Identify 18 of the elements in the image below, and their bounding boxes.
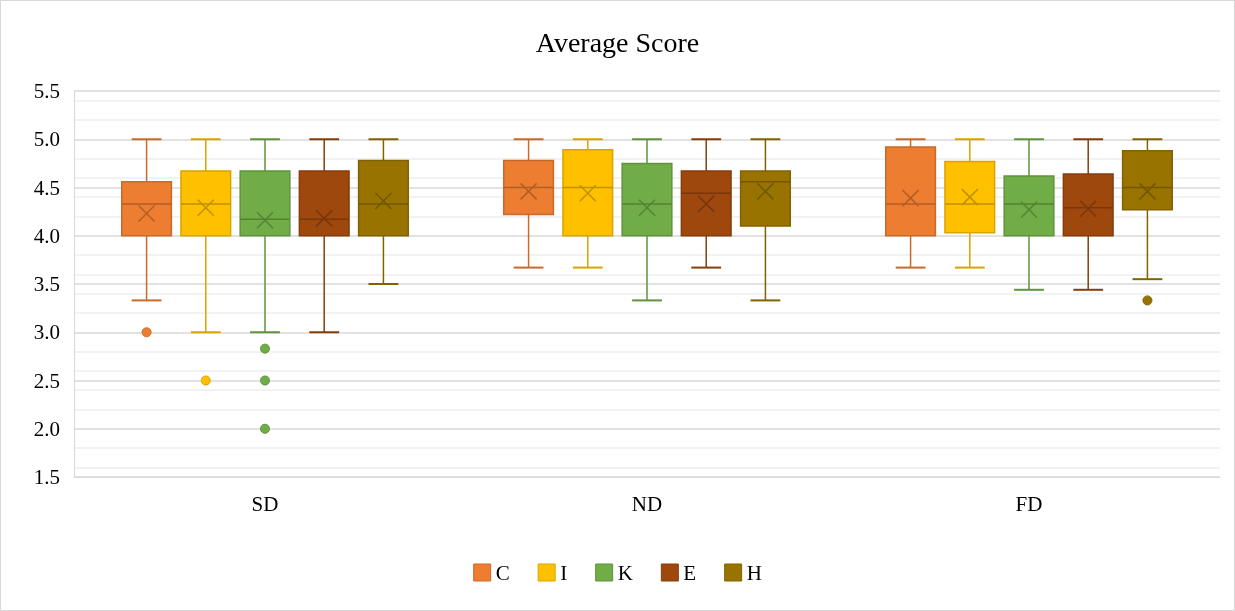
legend-label: C [495, 560, 510, 585]
legend-label: K [617, 560, 633, 585]
y-tick-label: 1.5 [33, 465, 60, 489]
x-tick-label: SD [251, 491, 279, 516]
y-tick-label: 5.5 [33, 79, 60, 103]
x-tick-label: FD [1015, 491, 1043, 516]
legend-label: H [746, 560, 762, 585]
y-tick-label: 3.5 [33, 272, 60, 296]
y-tick-label: 2.0 [33, 416, 60, 441]
legend-label: I [560, 560, 568, 585]
y-tick-label: 5.0 [33, 127, 60, 152]
y-tick-label: 4.5 [33, 175, 60, 200]
y-tick-label: 4.0 [33, 223, 60, 248]
y-tick-label: 2.5 [33, 368, 60, 393]
x-tick-label: ND [631, 491, 663, 516]
chart-title: Average Score [535, 26, 700, 58]
legend-label: E [683, 560, 697, 585]
y-tick-label: 3.0 [33, 320, 60, 345]
